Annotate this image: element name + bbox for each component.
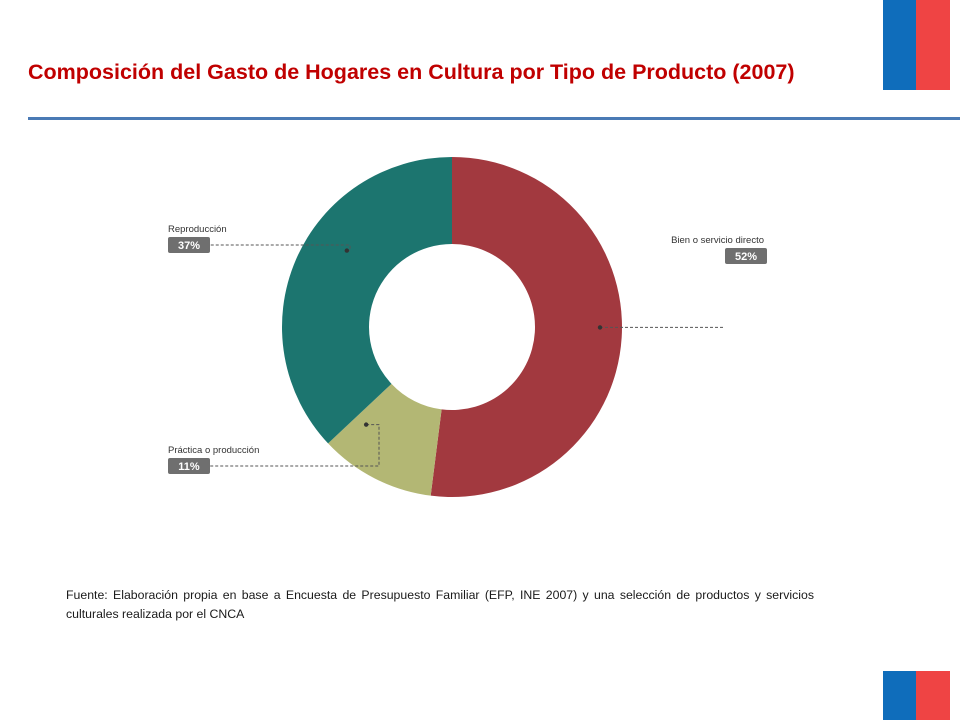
leader-dot-reproduccion (344, 248, 350, 253)
source-note: Fuente: Elaboración propia en base a Enc… (66, 588, 814, 621)
donut-slice-reproduccion (282, 157, 452, 444)
slice-label-bien-o-servicio-directo: Bien o servicio directo (671, 235, 764, 246)
donut-slice-bien-o-servicio-directo (430, 157, 622, 497)
leader-line-practica-o-produccion (210, 424, 380, 467)
leader-dot-bien-o-servicio-directo (597, 325, 603, 330)
flag-blue-stripe (883, 0, 916, 90)
flag-decoration-bottom (883, 671, 950, 720)
slice-label-reproduccion: Reproducción (168, 224, 227, 235)
value-badge-reproduccion: 37% (168, 237, 210, 253)
page-title: Composición del Gasto de Hogares en Cult… (28, 60, 795, 84)
value-badge-practica-o-produccion: 11% (168, 458, 210, 474)
flag-red-stripe (916, 0, 950, 90)
leader-dot-practica-o-produccion (363, 422, 369, 427)
title-underline (28, 117, 960, 120)
value-label-bien-o-servicio-directo: 52% (735, 251, 757, 263)
donut-chart: Bien o servicio directo 52% Práctica o pro… (168, 157, 767, 497)
slice-label-practica-o-produccion: Práctica o producción (168, 445, 259, 456)
value-label-reproduccion: 37% (178, 240, 200, 252)
flag-red-stripe (916, 671, 950, 720)
flag-decoration-top (883, 0, 950, 90)
value-label-practica-o-produccion: 11% (178, 461, 200, 473)
flag-blue-stripe (883, 671, 916, 720)
donut-slice-practica-o-produccion (328, 383, 442, 496)
value-badge-bien-o-servicio-directo: 52% (725, 248, 767, 264)
